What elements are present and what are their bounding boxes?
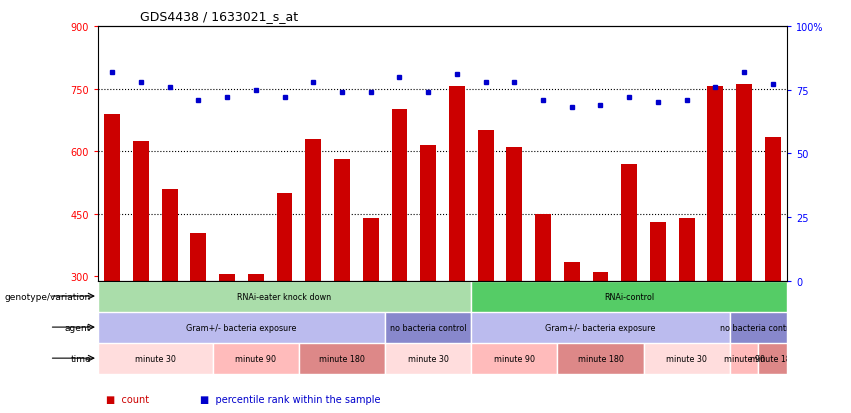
Bar xyxy=(98,343,213,374)
Text: minute 90: minute 90 xyxy=(723,354,764,363)
Text: minute 30: minute 30 xyxy=(408,354,448,363)
Bar xyxy=(730,343,758,374)
Text: RNAi-eater knock down: RNAi-eater knock down xyxy=(237,292,332,301)
Bar xyxy=(707,87,723,281)
Bar xyxy=(98,312,385,343)
Bar xyxy=(643,343,730,374)
Bar xyxy=(471,281,787,312)
Text: genotype/variation: genotype/variation xyxy=(5,292,91,301)
Text: minute 180: minute 180 xyxy=(319,354,365,363)
Bar xyxy=(299,343,385,374)
Bar xyxy=(736,85,752,281)
Bar xyxy=(621,164,637,281)
Text: agent: agent xyxy=(65,323,91,332)
Bar xyxy=(98,281,471,312)
Bar xyxy=(220,275,235,281)
Bar xyxy=(592,273,608,281)
Text: Gram+/- bacteria exposure: Gram+/- bacteria exposure xyxy=(186,323,297,332)
Text: ■  count: ■ count xyxy=(106,394,150,404)
Bar xyxy=(385,343,471,374)
Bar xyxy=(679,218,694,281)
Bar xyxy=(449,87,465,281)
Text: minute 30: minute 30 xyxy=(666,354,707,363)
Text: no bacteria control: no bacteria control xyxy=(390,323,466,332)
Text: minute 90: minute 90 xyxy=(494,354,534,363)
Text: minute 30: minute 30 xyxy=(134,354,176,363)
Bar xyxy=(248,275,264,281)
Bar xyxy=(277,193,293,281)
Bar xyxy=(650,223,665,281)
Text: minute 90: minute 90 xyxy=(236,354,277,363)
Bar xyxy=(471,312,730,343)
Text: Gram+/- bacteria exposure: Gram+/- bacteria exposure xyxy=(545,323,655,332)
Bar xyxy=(306,139,321,281)
Text: minute 180: minute 180 xyxy=(750,354,796,363)
Bar xyxy=(506,147,523,281)
Bar xyxy=(385,312,471,343)
Bar xyxy=(213,343,299,374)
Bar xyxy=(557,343,643,374)
Bar xyxy=(765,137,780,281)
Text: no bacteria control: no bacteria control xyxy=(720,323,797,332)
Bar xyxy=(391,110,408,281)
Text: RNAi-control: RNAi-control xyxy=(604,292,654,301)
Text: ■  percentile rank within the sample: ■ percentile rank within the sample xyxy=(200,394,380,404)
Text: minute 180: minute 180 xyxy=(578,354,624,363)
Bar xyxy=(471,343,557,374)
Bar xyxy=(535,214,551,281)
Bar xyxy=(191,233,206,281)
Text: time: time xyxy=(71,354,91,363)
Text: GDS4438 / 1633021_s_at: GDS4438 / 1633021_s_at xyxy=(140,10,299,23)
Bar xyxy=(420,145,436,281)
Bar xyxy=(334,160,350,281)
Bar xyxy=(133,141,149,281)
Bar xyxy=(363,218,379,281)
Bar xyxy=(758,343,787,374)
Bar xyxy=(477,131,494,281)
Bar xyxy=(162,189,178,281)
Bar xyxy=(730,312,787,343)
Bar xyxy=(564,262,580,281)
Bar xyxy=(105,114,120,281)
